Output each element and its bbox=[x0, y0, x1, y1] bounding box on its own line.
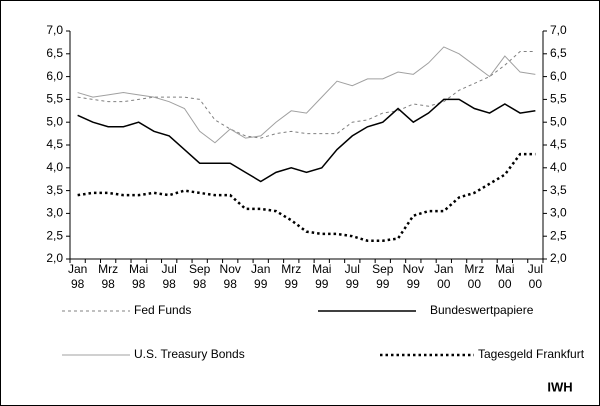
y2-tick-label: 3,5 bbox=[550, 183, 567, 197]
x-tick-label: Nov 98 bbox=[219, 262, 241, 291]
y-tick-label: 4,0 bbox=[46, 160, 63, 174]
legend-label: Tagesgeld Frankfurt bbox=[478, 347, 585, 361]
y2-tick-label: 4,0 bbox=[550, 160, 567, 174]
y2-tick-label: 4,5 bbox=[550, 137, 567, 151]
legend-label: Bundeswertpapiere bbox=[430, 303, 534, 317]
y2-tick-label: 2,5 bbox=[550, 228, 567, 242]
y2-tick-label: 2,0 bbox=[550, 251, 567, 265]
y2-tick-label: 5,0 bbox=[550, 114, 567, 128]
x-tick-label: Jul 99 bbox=[344, 262, 360, 291]
x-tick-label: Mai 00 bbox=[495, 262, 515, 291]
y2-tick-label: 5,5 bbox=[550, 92, 567, 106]
x-tick-label: Sep 98 bbox=[189, 262, 211, 291]
y2-tick-label: 3,0 bbox=[550, 206, 567, 220]
x-tick-label: Nov 99 bbox=[402, 262, 424, 291]
x-tick-label: Jan 99 bbox=[251, 262, 271, 291]
y-tick-label: 2,5 bbox=[46, 228, 63, 242]
y-tick-label: 6,5 bbox=[46, 46, 63, 60]
y-tick-label: 5,5 bbox=[46, 92, 63, 106]
x-tick-label: Jan 98 bbox=[67, 262, 88, 291]
y2-tick-label: 6,5 bbox=[550, 46, 567, 60]
y-tick-label: 7,0 bbox=[46, 23, 63, 37]
x-tick-label: Jul 98 bbox=[161, 262, 177, 291]
x-tick-label: Mrz 98 bbox=[98, 262, 119, 291]
y-tick-label: 6,0 bbox=[46, 69, 63, 83]
x-tick-label: Jan 00 bbox=[434, 262, 454, 291]
legend-label: Fed Funds bbox=[134, 303, 191, 317]
series-line bbox=[77, 51, 536, 139]
y-tick-label: 3,5 bbox=[46, 183, 63, 197]
source-label: IWH bbox=[547, 379, 572, 394]
series-line bbox=[77, 46, 536, 144]
x-tick-label: Mai 98 bbox=[128, 262, 149, 291]
series-line bbox=[77, 152, 536, 243]
x-tick-label: Jul 00 bbox=[527, 262, 544, 291]
y2-tick-label: 7,0 bbox=[550, 23, 567, 37]
y2-tick-label: 6,0 bbox=[550, 69, 567, 83]
y-tick-label: 2,0 bbox=[46, 251, 63, 265]
x-tick-label: Mai 99 bbox=[312, 262, 332, 291]
y-tick-label: 4,5 bbox=[46, 137, 63, 151]
x-tick-label: Mrz 00 bbox=[464, 262, 485, 291]
y-tick-label: 5,0 bbox=[46, 114, 63, 128]
legend-label: U.S. Treasury Bonds bbox=[134, 347, 245, 361]
x-tick-label: Sep 99 bbox=[372, 262, 394, 291]
y-tick-label: 3,0 bbox=[46, 206, 63, 220]
series-line bbox=[77, 98, 536, 183]
x-tick-label: Mrz 99 bbox=[281, 262, 302, 291]
